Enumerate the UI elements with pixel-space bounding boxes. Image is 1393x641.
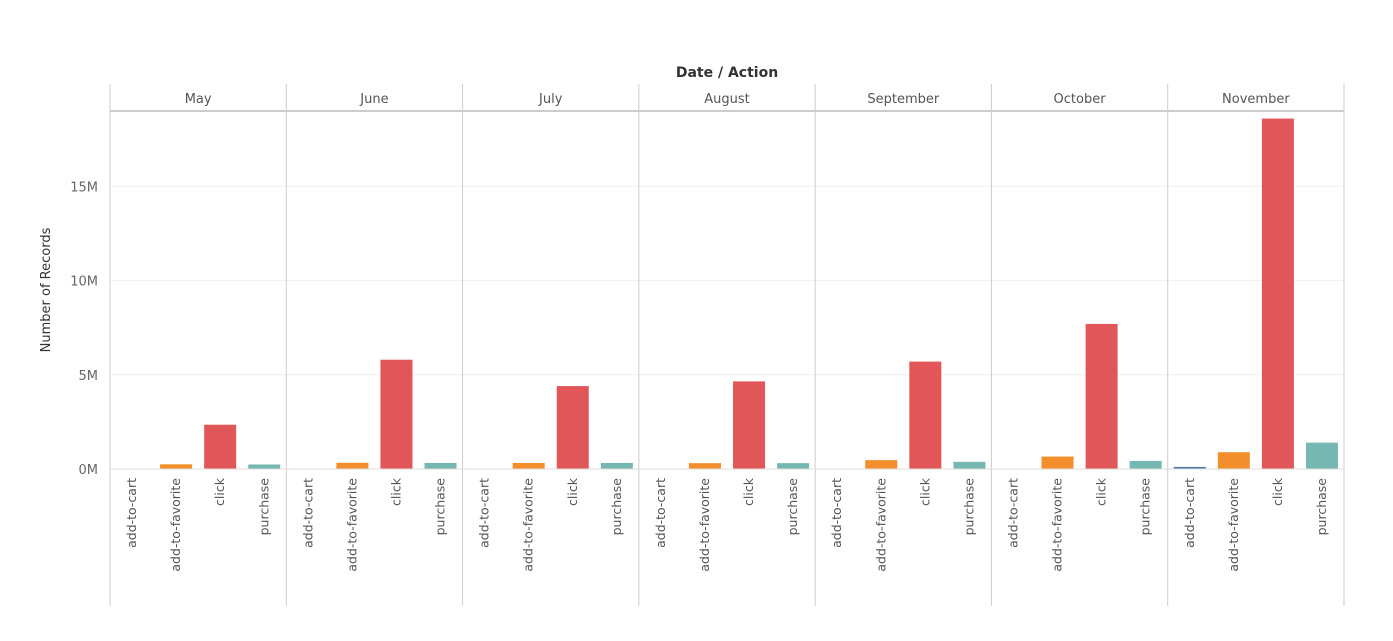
bar-add-to-favorite — [688, 463, 721, 469]
bar-purchase — [248, 464, 281, 469]
x-tick-label: purchase — [433, 478, 448, 536]
bar-add-to-cart — [1173, 466, 1206, 469]
x-tick-label: purchase — [256, 478, 271, 536]
y-tick-label: 5M — [79, 369, 99, 384]
x-tick-label: add-to-favorite — [873, 478, 888, 572]
x-tick-label: add-to-favorite — [168, 478, 183, 572]
month-header: May — [185, 92, 212, 107]
x-tick-label: click — [388, 477, 403, 506]
x-tick-label: click — [1270, 477, 1285, 506]
bar-purchase — [953, 461, 986, 469]
x-tick-label: click — [565, 477, 580, 506]
bar-add-to-favorite — [865, 460, 898, 469]
bar-click — [380, 359, 413, 469]
x-tick-label: purchase — [609, 478, 624, 536]
bar-add-to-favorite — [1217, 452, 1250, 469]
x-tick-label: click — [917, 477, 932, 506]
gridlines — [110, 185, 1344, 376]
bar-click — [909, 361, 942, 469]
x-tick-label: add-to-cart — [300, 478, 315, 548]
y-tick-label: 0M — [79, 463, 99, 478]
x-tick-label: add-to-cart — [124, 478, 139, 548]
y-tick-label: 15M — [70, 180, 98, 195]
bar-click — [556, 386, 589, 469]
x-tick-label: add-to-favorite — [521, 478, 536, 572]
bar-add-to-favorite — [160, 464, 193, 469]
y-axis-label: Number of Records — [39, 227, 54, 352]
x-tick-label: add-to-favorite — [1226, 478, 1241, 572]
x-tick-label: add-to-favorite — [697, 478, 712, 572]
month-header: October — [1054, 92, 1107, 107]
month-header: September — [867, 92, 940, 107]
x-tick-label: click — [741, 477, 756, 506]
bar-purchase — [1305, 442, 1338, 469]
month-header: November — [1222, 92, 1290, 107]
bar-purchase — [424, 462, 457, 469]
chart-title: Date / Action — [676, 65, 778, 81]
x-tick-label: click — [212, 477, 227, 506]
month-header: August — [704, 92, 750, 107]
bar-purchase — [600, 462, 633, 469]
x-tick-label: add-to-cart — [1005, 478, 1020, 548]
bar-click — [204, 424, 237, 469]
bar-add-to-favorite — [512, 462, 545, 469]
x-tick-label: add-to-cart — [1182, 478, 1197, 548]
month-header: June — [359, 92, 388, 107]
bar-purchase — [777, 463, 810, 469]
bar-click — [1085, 323, 1118, 469]
x-tick-label: purchase — [1138, 478, 1153, 536]
x-tick-label: add-to-favorite — [1050, 478, 1065, 572]
x-tick-label: add-to-cart — [653, 478, 668, 548]
bar-add-to-favorite — [336, 462, 369, 469]
x-tick-label: add-to-cart — [477, 478, 492, 548]
month-header: July — [538, 92, 563, 107]
x-tick-label: add-to-cart — [829, 478, 844, 548]
x-tick-label: click — [1094, 477, 1109, 506]
bar-click — [733, 381, 766, 469]
x-tick-label: purchase — [785, 478, 800, 536]
x-tick-label: purchase — [1314, 478, 1329, 536]
bar-add-to-favorite — [1041, 456, 1074, 469]
bar-purchase — [1129, 460, 1162, 469]
x-tick-label: add-to-favorite — [344, 478, 359, 572]
bar-click — [1261, 118, 1294, 470]
x-tick-label: purchase — [961, 478, 976, 536]
y-tick-label: 10M — [70, 275, 98, 290]
